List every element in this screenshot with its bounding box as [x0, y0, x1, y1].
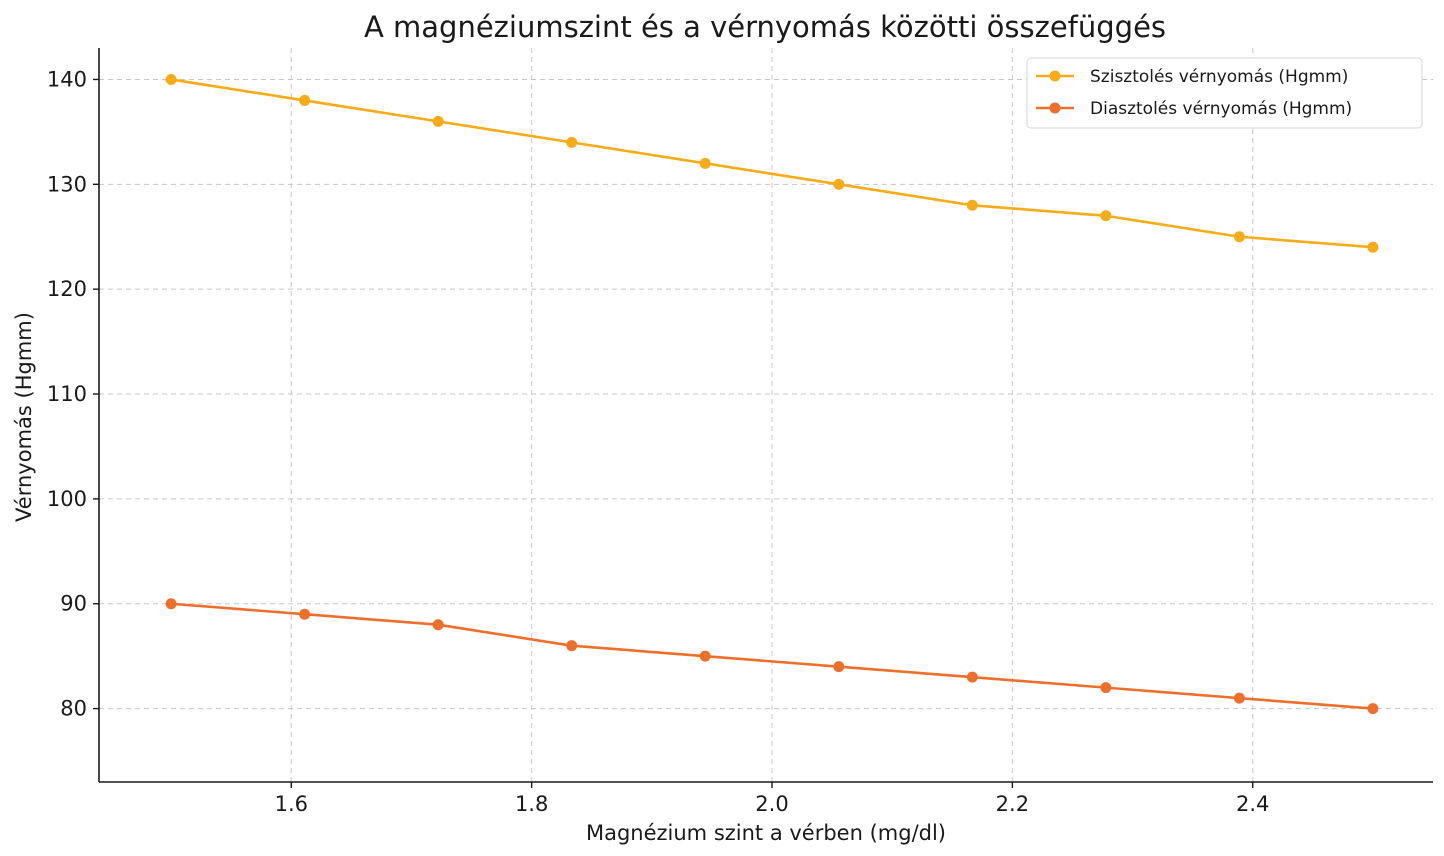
x-axis-label: Magnézium szint a vérben (mg/dl) — [586, 821, 946, 845]
chart-title: A magnéziumszint és a vérnyomás közötti … — [364, 10, 1166, 44]
legend: Szisztolés vérnyomás (Hgmm) Diasztolés vé… — [1026, 57, 1423, 129]
y-axis-ticks: 80 90 100 110 120 130 140 — [47, 67, 99, 721]
legend-entry-label: Szisztolés vérnyomás (Hgmm) — [1090, 67, 1348, 87]
data-point — [1367, 241, 1379, 253]
data-point — [299, 608, 311, 620]
x-tick-label: 1.6 — [275, 792, 308, 816]
x-tick-label: 2.0 — [755, 792, 788, 816]
legend-swatch-marker — [1049, 102, 1061, 114]
y-tick-label: 90 — [60, 592, 87, 616]
data-point — [966, 671, 978, 683]
data-point — [1233, 692, 1245, 704]
legend-entry-label: Diasztolés vérnyomás (Hgmm) — [1090, 99, 1352, 119]
data-point — [432, 115, 444, 127]
legend-box — [1026, 57, 1423, 129]
data-point — [1233, 231, 1245, 243]
y-tick-label: 130 — [47, 172, 87, 196]
data-point — [299, 94, 311, 106]
data-point — [165, 73, 177, 85]
x-axis-ticks: 1.6 1.8 2.0 2.2 2.4 — [275, 782, 1269, 816]
data-point — [432, 619, 444, 631]
y-axis-label: Vérnyomás (Hgmm) — [12, 312, 36, 522]
data-point — [566, 640, 578, 652]
y-tick-label: 140 — [47, 67, 87, 91]
y-tick-label: 110 — [47, 382, 87, 406]
series-line-2 — [171, 602, 1374, 710]
y-tick-label: 80 — [60, 697, 87, 721]
data-point — [699, 157, 711, 169]
series-layer — [165, 73, 1379, 715]
data-point — [1100, 210, 1112, 222]
x-tick-label: 1.8 — [515, 792, 548, 816]
data-point — [699, 650, 711, 662]
data-point — [1100, 682, 1112, 694]
data-point — [966, 199, 978, 211]
x-tick-label: 2.4 — [1236, 792, 1269, 816]
y-tick-label: 120 — [47, 277, 87, 301]
legend-swatch-marker — [1049, 70, 1061, 82]
data-point — [833, 661, 845, 673]
x-tick-label: 2.2 — [996, 792, 1029, 816]
data-point — [1367, 703, 1379, 715]
series-line-1 — [170, 78, 1374, 249]
data-point — [165, 598, 177, 610]
y-tick-label: 100 — [47, 487, 87, 511]
grid — [99, 48, 1433, 782]
data-point — [833, 178, 845, 190]
data-point — [566, 136, 578, 148]
